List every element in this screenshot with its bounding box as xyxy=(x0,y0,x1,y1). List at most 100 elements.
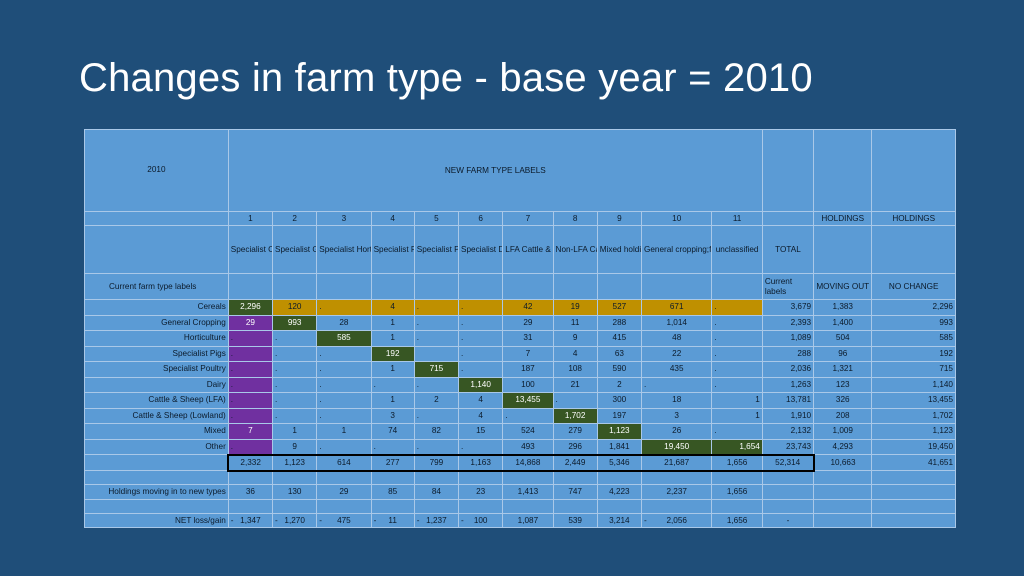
table-cell: 590 xyxy=(596,361,643,378)
net-cell: -1,237 xyxy=(413,513,460,528)
total-cell: 2,449 xyxy=(552,453,598,472)
moving-in-cell xyxy=(871,484,956,500)
total-cell: 52,314 xyxy=(761,453,815,472)
column-number: 10 xyxy=(640,211,713,226)
table-cell: 31 xyxy=(502,330,554,347)
table-cell: 18 xyxy=(640,392,713,409)
table-cell: . xyxy=(458,314,504,331)
table-cell: . xyxy=(502,407,554,424)
table-cell: 192 xyxy=(370,345,415,362)
table-cell: . xyxy=(711,330,763,347)
table-cell: 4 xyxy=(458,407,504,424)
column-name xyxy=(871,225,956,274)
net-cell: 3,214 xyxy=(596,513,643,528)
moving-in-cell xyxy=(813,484,873,500)
table-cell: 1,321 xyxy=(813,361,873,378)
moving-in-cell: 29 xyxy=(316,484,372,500)
table-cell: 19,450 xyxy=(871,438,956,455)
net-value: 1,237 xyxy=(426,515,447,525)
row-label: Specialist Pigs xyxy=(84,345,229,362)
table-row: Cattle & Sheep (Lowland)... 3. 4. 1,702 197 3… xyxy=(84,407,956,424)
net-cell xyxy=(813,513,873,528)
table-cell: 1 xyxy=(316,423,372,440)
table-cell: 435 xyxy=(640,361,713,378)
table-cell: 1 xyxy=(272,423,318,440)
moving-in-cell: 85 xyxy=(370,484,415,500)
column-name: Specialist Cereals xyxy=(227,225,274,274)
table-cell: 2,296 xyxy=(871,299,956,316)
total-cell: 614 xyxy=(316,453,372,472)
net-cell: - xyxy=(761,513,815,528)
table-cell: 4 xyxy=(458,392,504,409)
net-sign: - xyxy=(230,515,234,525)
column-name: Specialist General cropping xyxy=(272,225,318,274)
moving-in-cell: 23 xyxy=(458,484,504,500)
net-cell: 1,656 xyxy=(711,513,763,528)
table-cell: . xyxy=(272,330,318,347)
column-name: unclassified xyxy=(711,225,763,274)
moving-in-cell xyxy=(761,484,815,500)
table-cell: 715 xyxy=(413,361,460,378)
slide-title: Changes in farm type - base year = 2010 xyxy=(79,56,813,100)
table-cell: 279 xyxy=(552,423,598,440)
column-name: Specialist Pigs xyxy=(370,225,415,274)
table-cell: 15 xyxy=(458,423,504,440)
net-cell xyxy=(871,513,956,528)
column-name: Specialist Dairy xyxy=(458,225,504,274)
moving-in-label: Holdings moving in to new types xyxy=(84,484,229,500)
table-cell: 48 xyxy=(640,330,713,347)
table-cell: . xyxy=(316,299,372,316)
table-cell: 96 xyxy=(813,345,873,362)
table-cell: 7 xyxy=(227,423,274,440)
net-cell: -100 xyxy=(458,513,504,528)
table-cell: 493 xyxy=(502,438,554,455)
table-cell: 9 xyxy=(272,438,318,455)
table-cell: . xyxy=(711,361,763,378)
net-sign: - xyxy=(461,515,464,525)
table-cell: 993 xyxy=(272,314,318,331)
table-cell: 1,383 xyxy=(813,299,873,316)
row-label: Specialist Poultry xyxy=(84,361,229,378)
table-cell: . xyxy=(711,423,763,440)
moving-in-cell: 130 xyxy=(272,484,318,500)
moving-in-cell: 1,413 xyxy=(502,484,554,500)
table-cell xyxy=(413,345,460,362)
table-cell: 524 xyxy=(502,423,554,440)
moving-in-cell: 4,223 xyxy=(596,484,643,500)
net-sign: - xyxy=(373,515,377,525)
column-number: 3 xyxy=(316,211,372,226)
net-value: 3,214 xyxy=(609,515,630,525)
table-cell: 7 xyxy=(502,345,554,362)
table-cell: 123 xyxy=(813,376,873,393)
table-cell: 1,910 xyxy=(761,407,815,424)
table-cell: . xyxy=(227,330,274,347)
net-value: 100 xyxy=(473,515,488,525)
table-cell: 671 xyxy=(640,299,713,316)
column-number: 8 xyxy=(552,211,598,226)
table-cell: 21 xyxy=(552,376,598,393)
totals-label xyxy=(84,454,229,471)
table-cell: 28 xyxy=(316,314,372,331)
table-cell: 1,140 xyxy=(871,376,956,393)
table-cell: . xyxy=(227,345,274,362)
table-cell: 2 xyxy=(413,392,460,409)
column-number xyxy=(761,211,815,226)
row-label: Other xyxy=(84,438,229,455)
table-row: General Cropping 29 993 28 1.. 29 11 288 1,014. 2… xyxy=(84,314,956,331)
column-number: 1 xyxy=(227,211,274,226)
table-cell: . xyxy=(552,392,598,409)
table-cell: . xyxy=(316,438,372,455)
table-cell: . xyxy=(316,376,372,393)
net-value: 539 xyxy=(568,515,582,525)
table-cell: 288 xyxy=(761,345,815,362)
table-cell: . xyxy=(227,407,274,424)
column-name: Non-LFA Cattle & Sheep xyxy=(552,225,598,274)
table-cell: . xyxy=(227,376,274,393)
table-cell: 1,140 xyxy=(458,376,504,393)
net-value: 475 xyxy=(337,515,351,525)
table-cell: 296 xyxy=(552,438,598,455)
table-cell: . xyxy=(458,330,504,347)
table-cell: . xyxy=(711,299,763,316)
net-cell: -1,270 xyxy=(272,513,318,528)
total-cell: 1,163 xyxy=(458,453,504,472)
